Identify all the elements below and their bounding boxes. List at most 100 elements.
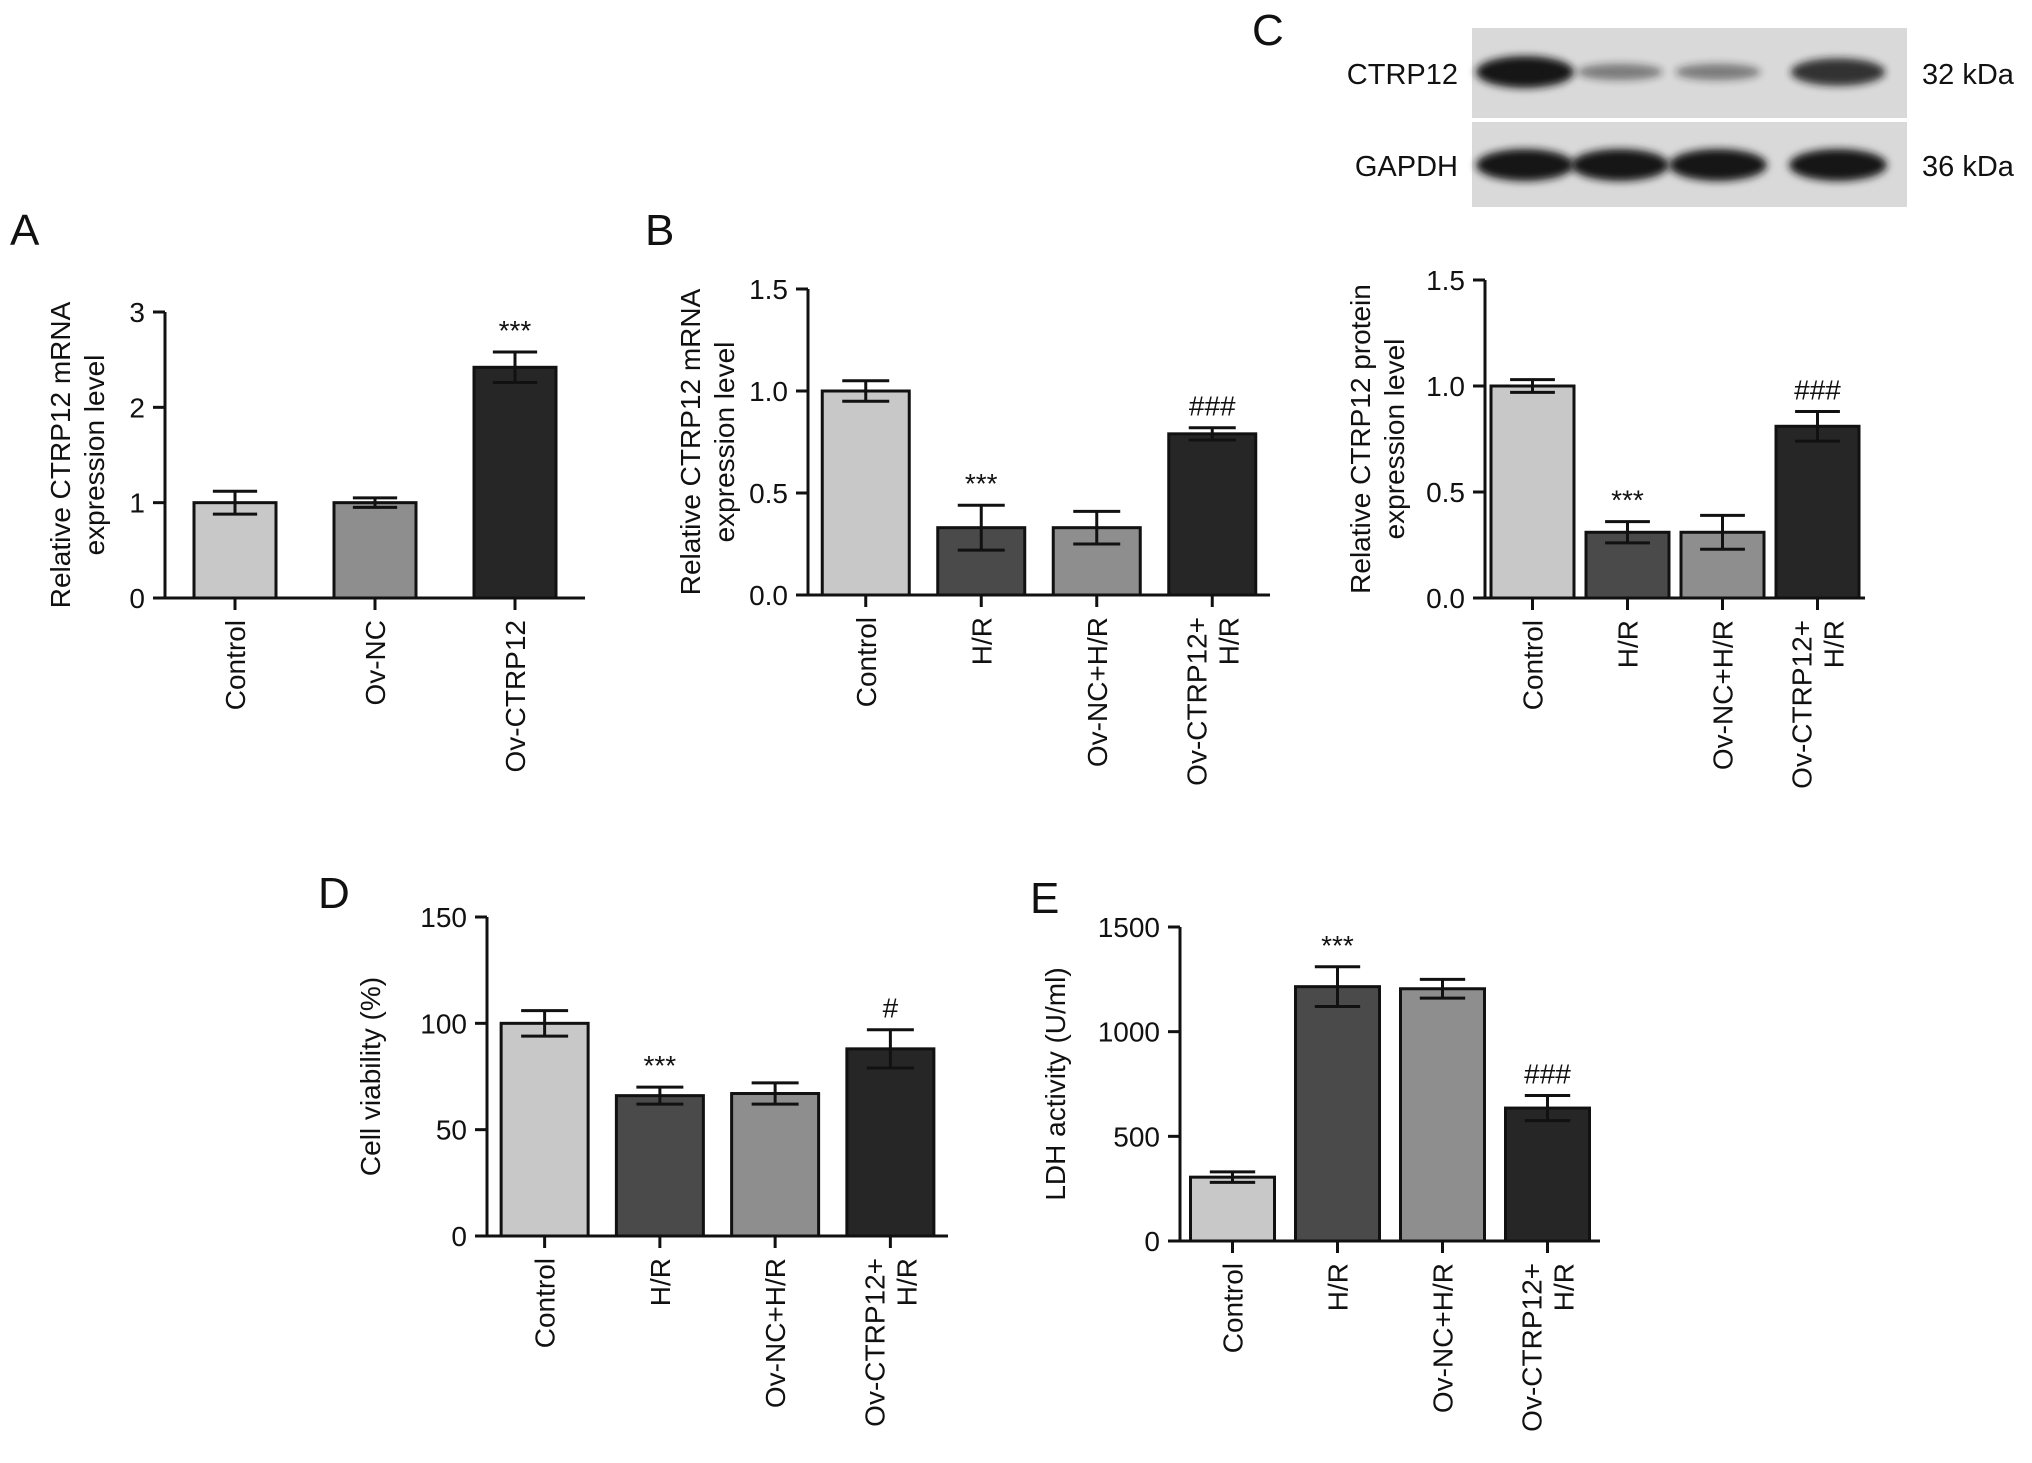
y-axis-title-line: LDH activity (U/ml) bbox=[1040, 967, 1071, 1200]
bar bbox=[1399, 987, 1486, 1243]
bar bbox=[1774, 424, 1861, 600]
y-axis-title: Relative CTRP12 protein expression level bbox=[1345, 284, 1410, 594]
bar bbox=[1189, 1175, 1276, 1243]
bar bbox=[192, 501, 278, 600]
y-tick-label: 0 bbox=[451, 1221, 467, 1252]
y-tick-label: 100 bbox=[420, 1008, 467, 1039]
y-tick-label: 0.0 bbox=[1426, 583, 1465, 614]
y-axis-title-line: expression level bbox=[1379, 339, 1410, 540]
x-tick-label-line: Control bbox=[1218, 1263, 1249, 1353]
x-tick-label-line: Ov-NC+H/R bbox=[760, 1258, 791, 1408]
bar bbox=[332, 501, 418, 600]
x-tick-label: Control bbox=[530, 1258, 561, 1348]
bar bbox=[614, 1094, 705, 1238]
significance-label: *** bbox=[1321, 930, 1354, 961]
x-tick-label-line: Ov-CTRP12+ bbox=[859, 1258, 890, 1427]
blot-bands bbox=[1476, 56, 1887, 181]
y-tick-label: 1000 bbox=[1098, 1017, 1160, 1048]
chart-d: 0 50 100 150 Control *** H/R Ov-NC+H/R # Ov-CTRP1… bbox=[355, 902, 948, 1427]
x-tick-label: Control bbox=[851, 617, 882, 707]
chart-c: 0.0 0.5 1.0 1.5 Control *** H/R Ov-NC+H/R ### Ov-… bbox=[1345, 265, 1865, 789]
y-tick-label: 150 bbox=[420, 902, 467, 933]
y-tick-label: 1.5 bbox=[749, 274, 788, 305]
y-axis-title: Cell viability (%) bbox=[355, 977, 386, 1176]
x-tick-label: H/R bbox=[645, 1258, 676, 1306]
x-tick-label-line: Ov-NC+H/R bbox=[1708, 620, 1739, 770]
chart-a: 0 1 2 3 Control Ov-NC *** Ov-CTRP12 Relative CTR… bbox=[45, 297, 585, 772]
x-tick-label-line: Ov-NC+H/R bbox=[1428, 1263, 1459, 1413]
blot-band bbox=[1669, 149, 1767, 181]
x-tick-label: Ov-CTRP12+H/R bbox=[1787, 620, 1850, 789]
x-tick-label: Ov-NC+H/R bbox=[1428, 1263, 1459, 1413]
y-axis-title-line: expression level bbox=[79, 355, 110, 556]
bar bbox=[499, 1021, 590, 1238]
x-tick-label: Ov-CTRP12+H/R bbox=[1517, 1263, 1580, 1432]
x-tick-label: Control bbox=[220, 620, 251, 710]
western-blot: CTRP12 GAPDH 32 kDa 36 kDa bbox=[1347, 28, 2015, 207]
x-tick-label-line: H/R bbox=[966, 617, 997, 665]
bar bbox=[472, 365, 558, 600]
y-axis-title-line: Relative CTRP12 mRNA bbox=[675, 288, 706, 595]
significance-label: *** bbox=[644, 1050, 677, 1081]
blot-protein-gapdh: GAPDH bbox=[1355, 151, 1458, 183]
y-tick-label: 0 bbox=[1144, 1226, 1160, 1257]
x-tick-label: Ov-NC+H/R bbox=[1708, 620, 1739, 770]
x-tick-label: Ov-CTRP12+H/R bbox=[1181, 617, 1244, 786]
y-tick-label: 0 bbox=[129, 583, 145, 614]
x-tick-label: Control bbox=[1518, 620, 1549, 710]
x-tick-label-line: Control bbox=[530, 1258, 561, 1348]
blot-band bbox=[1571, 149, 1669, 181]
significance-label: ### bbox=[1189, 391, 1236, 422]
y-axis-title-line: Relative CTRP12 mRNA bbox=[45, 301, 76, 608]
x-tick-label-line: Control bbox=[1518, 620, 1549, 710]
x-tick-label-line: H/R bbox=[645, 1258, 676, 1306]
blot-band bbox=[1476, 56, 1574, 88]
blot-size-gapdh: 36 kDa bbox=[1922, 151, 2015, 183]
y-tick-label: 1.0 bbox=[749, 376, 788, 407]
y-tick-label: 1.0 bbox=[1426, 371, 1465, 402]
x-tick-label-line: Ov-NC bbox=[360, 620, 391, 706]
x-tick-label-line: Control bbox=[851, 617, 882, 707]
x-tick-label: Ov-NC+H/R bbox=[1082, 617, 1113, 767]
significance-label: # bbox=[883, 993, 899, 1024]
x-tick-label-line: H/R bbox=[891, 1258, 922, 1306]
x-tick-label-line: Ov-NC+H/R bbox=[1082, 617, 1113, 767]
significance-label: *** bbox=[499, 315, 532, 346]
y-tick-label: 1 bbox=[129, 488, 145, 519]
bar bbox=[820, 389, 911, 597]
chart-b: 0.0 0.5 1.0 1.5 Control *** H/R Ov-NC+H/R ### Ov-… bbox=[675, 274, 1270, 786]
y-tick-label: 3 bbox=[129, 297, 145, 328]
significance-label: ### bbox=[1794, 374, 1841, 405]
y-axis-title-line: expression level bbox=[709, 342, 740, 543]
x-tick-label: Control bbox=[1218, 1263, 1249, 1353]
blot-band bbox=[1789, 149, 1887, 181]
x-tick-label: Ov-NC+H/R bbox=[760, 1258, 791, 1408]
blot-band bbox=[1476, 149, 1574, 181]
y-axis-title: Relative CTRP12 mRNA expression level bbox=[45, 301, 110, 608]
y-axis-title: Relative CTRP12 mRNA expression level bbox=[675, 288, 740, 595]
y-axis-title-line: Cell viability (%) bbox=[355, 977, 386, 1176]
x-tick-label: Ov-CTRP12 bbox=[500, 620, 531, 772]
x-tick-label-line: Ov-CTRP12+ bbox=[1787, 620, 1818, 789]
panel-label-a: A bbox=[10, 206, 40, 255]
x-tick-label-line: Control bbox=[220, 620, 251, 710]
x-tick-label: H/R bbox=[966, 617, 997, 665]
y-tick-label: 0.5 bbox=[749, 478, 788, 509]
y-tick-label: 0.5 bbox=[1426, 477, 1465, 508]
bar bbox=[1489, 384, 1576, 600]
panel-label-e: E bbox=[1030, 874, 1059, 923]
bar bbox=[1294, 985, 1381, 1243]
bar bbox=[730, 1092, 821, 1238]
panel-label-b: B bbox=[645, 206, 674, 255]
bar bbox=[1167, 432, 1258, 597]
blot-protein-ctrp12: CTRP12 bbox=[1347, 59, 1458, 91]
x-tick-label-line: Ov-CTRP12 bbox=[500, 620, 531, 772]
blot-band bbox=[1675, 63, 1761, 81]
significance-label: ### bbox=[1524, 1059, 1571, 1090]
x-tick-label: Ov-CTRP12+H/R bbox=[859, 1258, 922, 1427]
y-tick-label: 0.0 bbox=[749, 580, 788, 611]
y-tick-label: 1500 bbox=[1098, 912, 1160, 943]
x-tick-label: H/R bbox=[1323, 1263, 1354, 1311]
x-tick-label-line: H/R bbox=[1213, 617, 1244, 665]
significance-label: *** bbox=[1611, 485, 1644, 516]
